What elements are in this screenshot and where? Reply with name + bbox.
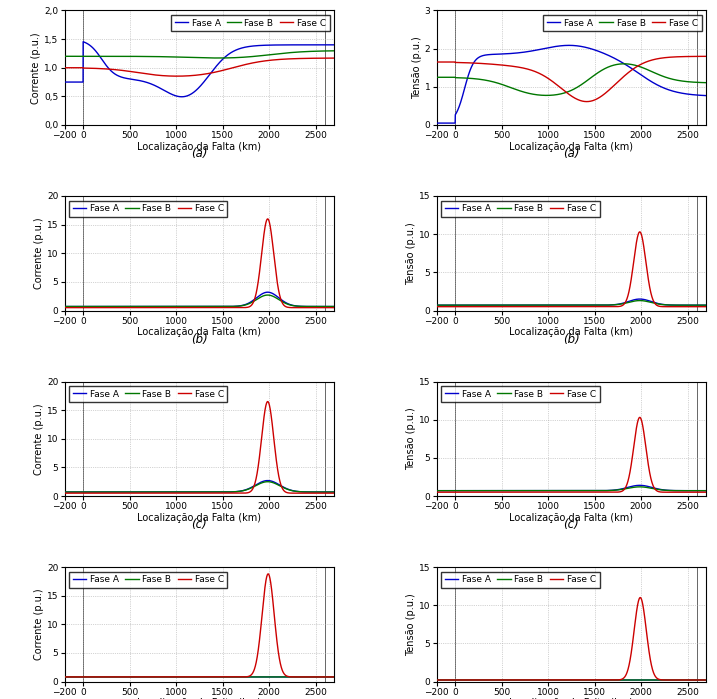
Y-axis label: Tensão (p.u.): Tensão (p.u.): [406, 408, 416, 470]
X-axis label: Localização da Falta (km): Localização da Falta (km): [510, 512, 633, 523]
Legend: Fase A, Fase B, Fase C: Fase A, Fase B, Fase C: [69, 386, 227, 402]
Y-axis label: Corrente (p.u.): Corrente (p.u.): [32, 32, 42, 103]
Legend: Fase A, Fase B, Fase C: Fase A, Fase B, Fase C: [441, 386, 599, 402]
Text: (b): (b): [563, 333, 580, 345]
X-axis label: Localização da Falta (km): Localização da Falta (km): [138, 698, 261, 699]
Y-axis label: Corrente (p.u.): Corrente (p.u.): [34, 403, 44, 475]
Text: (c): (c): [191, 518, 207, 531]
Legend: Fase A, Fase B, Fase C: Fase A, Fase B, Fase C: [69, 201, 227, 217]
X-axis label: Localização da Falta (km): Localização da Falta (km): [138, 512, 261, 523]
Y-axis label: Corrente (p.u.): Corrente (p.u.): [34, 589, 44, 660]
Text: (a): (a): [563, 147, 579, 160]
X-axis label: Localização da Falta (km): Localização da Falta (km): [138, 327, 261, 337]
Text: (c): (c): [564, 518, 579, 531]
X-axis label: Localização da Falta (km): Localização da Falta (km): [138, 142, 261, 152]
Legend: Fase A, Fase B, Fase C: Fase A, Fase B, Fase C: [441, 201, 599, 217]
Y-axis label: Corrente (p.u.): Corrente (p.u.): [34, 217, 44, 289]
Y-axis label: Tensão (p.u.): Tensão (p.u.): [412, 36, 422, 99]
X-axis label: Localização da Falta (km): Localização da Falta (km): [510, 327, 633, 337]
Text: (a): (a): [191, 147, 208, 160]
Legend: Fase A, Fase B, Fase C: Fase A, Fase B, Fase C: [543, 15, 702, 31]
X-axis label: Localização da Falta (km): Localização da Falta (km): [510, 142, 633, 152]
Y-axis label: Tensão (p.u.): Tensão (p.u.): [406, 593, 416, 656]
Legend: Fase A, Fase B, Fase C: Fase A, Fase B, Fase C: [69, 572, 227, 588]
Y-axis label: Tensão (p.u.): Tensão (p.u.): [406, 222, 416, 284]
Legend: Fase A, Fase B, Fase C: Fase A, Fase B, Fase C: [171, 15, 330, 31]
Legend: Fase A, Fase B, Fase C: Fase A, Fase B, Fase C: [441, 572, 599, 588]
Text: (b): (b): [191, 333, 208, 345]
X-axis label: Localização da Falta (km): Localização da Falta (km): [510, 698, 633, 699]
